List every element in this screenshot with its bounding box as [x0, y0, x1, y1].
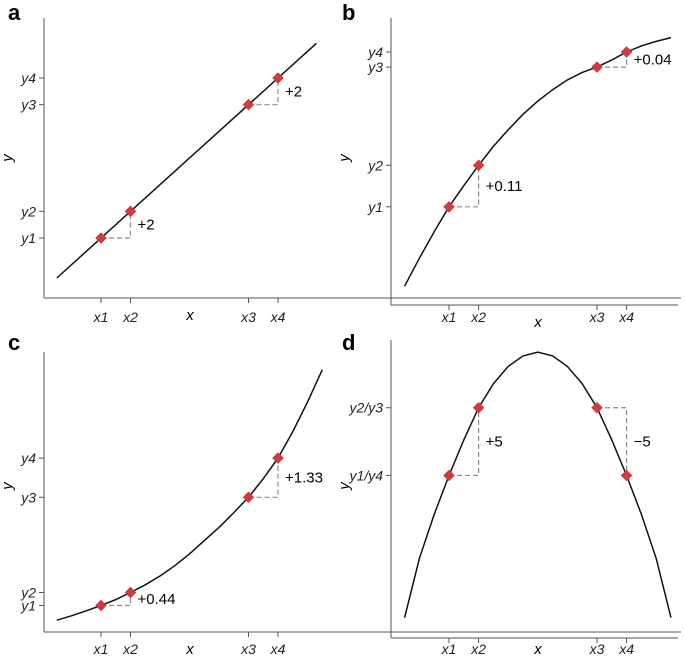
x-tick-label: x4: [618, 309, 634, 325]
delta-label: +0.44: [138, 591, 176, 608]
data-point: [124, 205, 137, 218]
x-axis-label: x: [185, 641, 194, 658]
data-point: [443, 469, 455, 482]
delta-guide: [101, 211, 132, 239]
delta-guide: [449, 407, 480, 477]
delta-label: +0.11: [486, 178, 523, 195]
data-point: [272, 452, 284, 464]
x-tick-label: x2: [470, 309, 486, 325]
y-tick-label: y2: [367, 157, 383, 173]
y-tick-label: y2/y3: [349, 400, 384, 416]
panel-letter: b: [342, 0, 355, 25]
data-point: [591, 61, 603, 73]
x-tick-label: x3: [240, 309, 256, 325]
delta-label: +2: [138, 217, 155, 234]
y-tick-label: y4: [20, 70, 36, 86]
delta-guide: [248, 458, 279, 498]
x-tick-label: x2: [470, 641, 486, 657]
delta-guide: [101, 592, 132, 607]
x-axis-label: x: [533, 641, 542, 658]
data-point: [95, 232, 107, 244]
x-tick-label: x1: [441, 309, 457, 325]
panel-letter: d: [342, 330, 355, 355]
data-point: [472, 159, 485, 172]
panel-d: d x1 x2 x3 x4 y1/y4 y2/y3 x y +5 −5: [336, 330, 678, 658]
y-axis-label: y: [336, 481, 353, 491]
x-tick-label: x1: [93, 641, 109, 657]
x-tick-label: x3: [240, 641, 256, 657]
data-point: [472, 401, 485, 414]
panel-letter: c: [8, 330, 20, 355]
delta-label: +2: [285, 83, 302, 100]
y-tick-label: y3: [20, 489, 36, 505]
x-tick-label: x4: [270, 309, 286, 325]
data-point: [124, 586, 137, 599]
delta-label: +0.04: [634, 52, 672, 69]
y-tick-label: y4: [367, 44, 383, 60]
x-axis-label: x: [533, 314, 542, 331]
x-tick-label: x2: [122, 309, 138, 325]
y-tick-label: y1/y4: [349, 467, 384, 483]
data-point: [620, 46, 633, 58]
delta-guide: [248, 78, 279, 106]
x-axis-label: x: [185, 307, 194, 324]
y-axis-label: y: [0, 153, 16, 163]
y-tick-label: y2: [20, 585, 36, 601]
y-tick-label: y3: [367, 59, 383, 75]
x-tick-label: x3: [589, 309, 605, 325]
data-point: [242, 98, 255, 111]
y-tick-label: y3: [20, 97, 36, 113]
data-point: [95, 599, 107, 612]
y-tick-label: y2: [20, 203, 36, 219]
delta-label: +1.33: [285, 470, 323, 487]
x-tick-label: x1: [93, 309, 109, 325]
data-point: [242, 491, 255, 504]
curve-line: [56, 369, 323, 621]
data-point: [620, 469, 633, 482]
delta-guide: [449, 165, 480, 208]
y-axis-label: y: [0, 481, 16, 491]
y-tick-label: y4: [20, 450, 36, 466]
data-point: [591, 401, 603, 414]
delta-label: +5: [486, 434, 503, 451]
curve-line: [403, 351, 672, 618]
y-tick-label: y1: [20, 597, 36, 613]
x-tick-label: x4: [270, 641, 286, 657]
panel-letter: a: [8, 0, 21, 25]
data-point: [443, 200, 455, 213]
y-axis-label: y: [336, 153, 353, 163]
delta-label: −5: [634, 434, 651, 451]
y-tick-label: y1: [20, 230, 36, 246]
x-tick-label: x1: [441, 641, 457, 657]
delta-guide: [597, 407, 628, 476]
delta-guide: [597, 51, 628, 68]
x-tick-label: x4: [618, 641, 634, 657]
x-tick-label: x2: [122, 641, 138, 657]
x-tick-label: x3: [589, 641, 605, 657]
y-tick-label: y1: [367, 199, 383, 215]
curve-line: [403, 36, 672, 287]
data-point: [272, 72, 284, 84]
